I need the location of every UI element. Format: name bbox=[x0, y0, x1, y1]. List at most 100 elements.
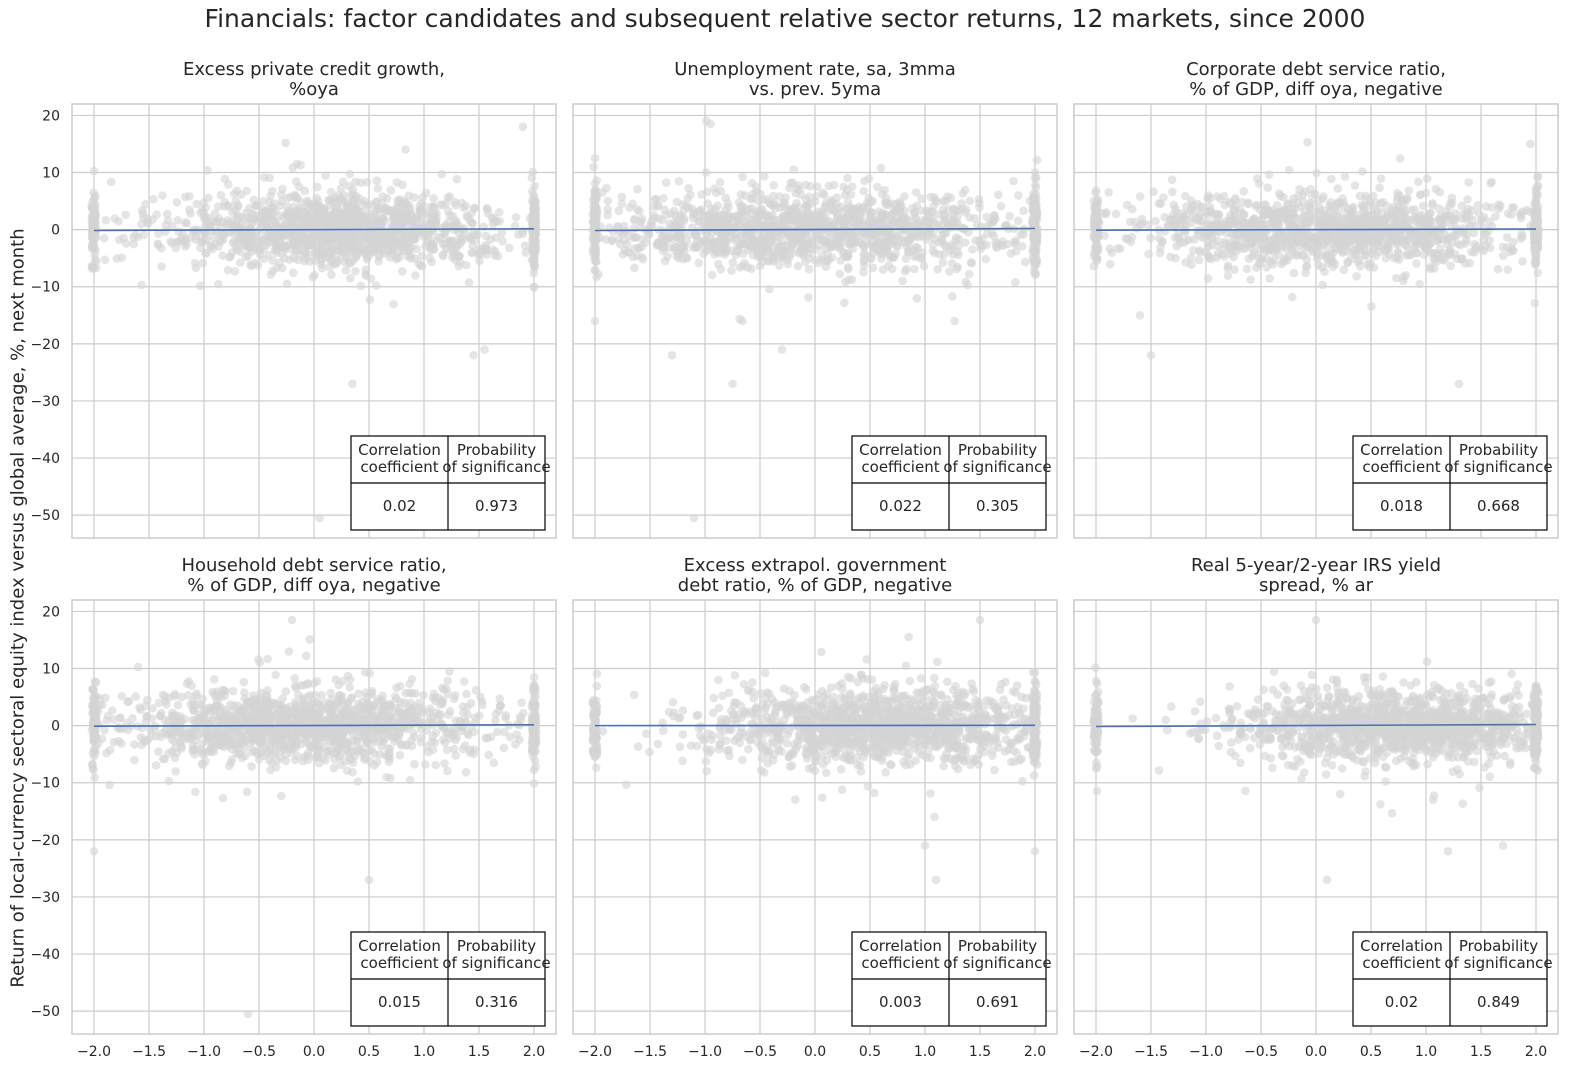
scatter-point bbox=[216, 190, 226, 200]
scatter-point bbox=[1005, 211, 1014, 221]
y-tick-label: −20 bbox=[30, 337, 60, 353]
scatter-point bbox=[591, 216, 601, 226]
scatter-point bbox=[392, 178, 402, 187]
scatter-point bbox=[953, 212, 963, 221]
scatter-point bbox=[1367, 302, 1376, 311]
scatter-point bbox=[452, 174, 462, 184]
scatter-point bbox=[1401, 271, 1410, 280]
scatter-point bbox=[161, 221, 170, 230]
scatter-point bbox=[1090, 249, 1099, 258]
scatter-point bbox=[727, 266, 736, 275]
scatter-point bbox=[912, 231, 921, 240]
scatter-point bbox=[389, 299, 398, 309]
scatter-point bbox=[356, 281, 366, 291]
scatter-point bbox=[1386, 226, 1396, 235]
scatter-point bbox=[345, 230, 354, 239]
scatter-point bbox=[368, 212, 378, 222]
scatter-point bbox=[1422, 174, 1432, 183]
scatter-point bbox=[101, 215, 111, 225]
scatter-point bbox=[617, 199, 626, 208]
scatter-point bbox=[1244, 199, 1253, 209]
scatter-point bbox=[1393, 209, 1402, 218]
scatter-point bbox=[1021, 257, 1030, 267]
scatter-point bbox=[192, 199, 202, 209]
y-tick-label: −50 bbox=[30, 508, 60, 524]
scatter-point bbox=[470, 203, 479, 213]
scatter-point bbox=[898, 276, 907, 286]
scatter-point bbox=[229, 189, 239, 199]
scatter-point bbox=[259, 173, 269, 182]
scatter-point bbox=[266, 765, 275, 775]
scatter-point bbox=[1377, 207, 1387, 217]
scatter-point bbox=[157, 262, 166, 271]
scatter-point bbox=[865, 216, 874, 226]
scatter-point bbox=[1446, 261, 1456, 271]
scatter-point bbox=[306, 200, 316, 209]
scatter-point bbox=[341, 253, 351, 262]
subplot-title: % of GDP, diff oya, negative bbox=[1189, 79, 1442, 100]
scatter-point bbox=[743, 220, 753, 229]
scatter-point bbox=[964, 269, 974, 279]
scatter-point bbox=[201, 228, 210, 238]
scatter-point bbox=[1445, 248, 1455, 258]
scatter-point bbox=[1089, 261, 1099, 271]
scatter-point bbox=[262, 211, 272, 221]
scatter-point bbox=[1326, 202, 1336, 212]
scatter-point bbox=[723, 198, 732, 208]
scatter-point bbox=[887, 264, 897, 274]
scatter-point bbox=[439, 251, 448, 261]
scatter-point bbox=[423, 210, 432, 219]
scatter-point bbox=[810, 215, 819, 225]
scatter-point bbox=[267, 202, 277, 212]
scatter-point bbox=[198, 258, 208, 268]
scatter-point bbox=[1434, 204, 1443, 213]
scatter-point bbox=[529, 254, 539, 263]
scatter-point bbox=[1137, 214, 1147, 224]
scatter-point bbox=[1426, 234, 1435, 244]
scatter-point bbox=[443, 206, 453, 216]
scatter-point bbox=[321, 171, 330, 180]
scatter-point bbox=[1111, 209, 1121, 219]
scatter-point bbox=[467, 248, 477, 258]
scatter-point bbox=[706, 119, 715, 129]
scatter-point bbox=[288, 163, 298, 173]
scatter-point bbox=[1361, 195, 1371, 204]
scatter-point bbox=[713, 259, 723, 269]
scatter-point bbox=[703, 239, 712, 248]
scatter-point bbox=[1303, 138, 1312, 147]
scatter-point bbox=[401, 145, 410, 154]
scatter-point bbox=[276, 201, 285, 210]
scatter-point bbox=[1410, 212, 1420, 222]
scatter-point bbox=[530, 262, 540, 272]
scatter-point bbox=[804, 293, 813, 302]
scatter-point bbox=[387, 245, 397, 254]
y-tick-label: −10 bbox=[30, 280, 60, 296]
scatter-point bbox=[520, 241, 530, 250]
scatter-point bbox=[760, 235, 770, 244]
scatter-point bbox=[173, 216, 182, 225]
scatter-point bbox=[259, 254, 269, 264]
scatter-point bbox=[994, 190, 1003, 200]
scatter-point bbox=[853, 220, 863, 230]
scatter-point bbox=[429, 209, 439, 218]
scatter-point bbox=[281, 241, 290, 251]
scatter-point bbox=[201, 248, 210, 258]
scatter-point bbox=[1210, 210, 1219, 220]
scatter-point bbox=[785, 183, 794, 193]
scatter-point bbox=[911, 188, 921, 197]
scatter-point bbox=[1230, 211, 1240, 221]
scatter-point bbox=[961, 277, 970, 287]
scatter-point bbox=[381, 206, 391, 216]
scatter-point bbox=[87, 261, 97, 271]
scatter-point bbox=[283, 193, 293, 203]
scatter-point bbox=[1101, 209, 1110, 219]
scatter-point bbox=[479, 222, 489, 232]
scatter-point bbox=[1530, 298, 1540, 308]
scatter-point bbox=[284, 647, 294, 656]
scatter-point bbox=[603, 210, 612, 220]
scatter-point bbox=[1375, 183, 1384, 192]
scatter-point bbox=[1533, 173, 1542, 182]
scatter-point bbox=[528, 223, 537, 233]
